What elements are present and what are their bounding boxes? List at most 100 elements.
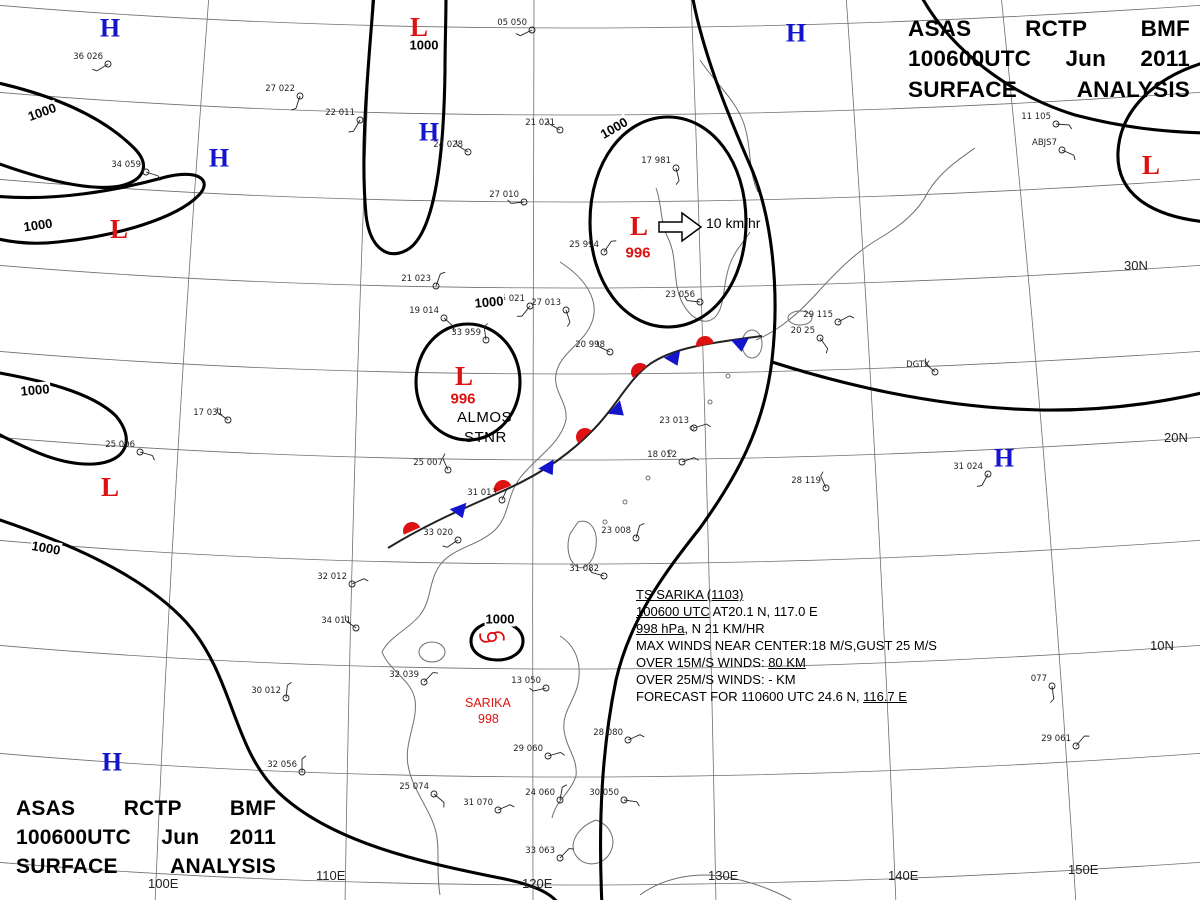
svg-text:29 061: 29 061 [1041, 734, 1071, 744]
svg-text:36 026: 36 026 [73, 52, 103, 62]
svg-text:34 011: 34 011 [321, 616, 351, 626]
station-plot: 32 039 [389, 670, 439, 686]
svg-text:21 021: 21 021 [525, 118, 555, 128]
station-plot: 21 021 [525, 118, 564, 134]
station-plot: 077 [1031, 674, 1056, 703]
svg-text:31 013: 31 013 [467, 488, 497, 498]
isobar-value-label: 1000 [472, 293, 506, 311]
svg-text:31 024: 31 024 [953, 462, 983, 472]
station-plot: 18 012 [647, 450, 699, 466]
station-plot: 30 012 [251, 682, 292, 702]
stationary-front [387, 335, 763, 549]
svg-text:29 115: 29 115 [803, 310, 833, 320]
svg-text:20 998: 20 998 [575, 340, 605, 350]
warm-front-semicircles [403, 336, 714, 535]
isobar-value-label: 1000 [18, 381, 52, 399]
station-plot: 29 061 [1041, 734, 1090, 750]
longitude-label: 150E [1068, 862, 1099, 877]
station-plot: 17 981 [641, 156, 680, 185]
svg-text:20 25: 20 25 [791, 326, 815, 336]
storm-info-line: 100600 UTC AT20.1 N, 117.0 E [636, 604, 818, 619]
svg-text:13 050: 13 050 [511, 676, 541, 686]
svg-text:30 012: 30 012 [251, 686, 281, 696]
isobar-value-label: 1000 [408, 37, 440, 53]
almost-stationary-label-2: STNR [464, 429, 507, 446]
svg-text:ABJS7: ABJS7 [1032, 138, 1057, 148]
station-plot: 27 013 [531, 298, 571, 327]
chart-type: SURFACE ANALYSIS [908, 76, 1190, 102]
station-plot: DGTX [906, 358, 939, 376]
chart-datetime: 100600UTC Jun 2011 [16, 825, 276, 849]
storm-info-line: TS SARIKA (1103) [636, 587, 744, 602]
station-plot: 29 115 [803, 310, 855, 326]
storm-info-line: FORECAST FOR 110600 UTC 24.6 N, 116.7 E [636, 689, 907, 704]
high-pressure-marker: H [785, 18, 807, 48]
svg-text:31 070: 31 070 [463, 798, 493, 808]
station-plot: 23 056 [665, 290, 704, 306]
svg-text:24 028: 24 028 [433, 140, 463, 150]
svg-text:21 023: 21 023 [401, 274, 431, 284]
station-plot: 27 022 [265, 84, 304, 111]
svg-text:17 981: 17 981 [641, 156, 671, 166]
station-plot: 22 011 [325, 108, 364, 133]
low-center-pressure-value: 996 [625, 244, 651, 262]
svg-text:23 056: 23 056 [665, 290, 695, 300]
station-plot: 23 013 [659, 416, 711, 432]
svg-text:32 039: 32 039 [389, 670, 419, 680]
title-top-right: ASAS RCTP BMF 100600UTC Jun 2011 SURFACE… [908, 14, 1190, 105]
svg-text:29 060: 29 060 [513, 744, 543, 754]
low-pressure-marker: L [1141, 149, 1161, 180]
svg-text:33 020: 33 020 [423, 528, 453, 538]
station-plot: 36 026 [73, 52, 112, 72]
high-pressure-marker: H [993, 443, 1015, 473]
movement-speed-label: 10 km/hr [706, 215, 761, 231]
svg-text:28 119: 28 119 [791, 476, 821, 486]
svg-text:23 008: 23 008 [601, 526, 631, 536]
storm-info-line: OVER 15M/S WINDS: 80 KM [636, 655, 806, 670]
svg-text:32 056: 32 056 [267, 760, 297, 770]
latitude-label: 10N [1150, 638, 1174, 653]
cold-front-triangles [449, 337, 749, 519]
station-plot: ABJS7 [1032, 138, 1076, 161]
longitude-label: 110E [316, 868, 346, 883]
station-plot: 32 056 [267, 755, 307, 776]
station-plot: 27 010 [489, 190, 528, 206]
station-plot: 25 074 [399, 782, 445, 808]
svg-text:34 059: 34 059 [111, 160, 141, 170]
high-pressure-marker: H [101, 747, 123, 777]
svg-text:11 105: 11 105 [1021, 112, 1051, 122]
station-plot: 31 013 [467, 486, 513, 504]
svg-text:18 012: 18 012 [647, 450, 677, 460]
svg-text:25 007: 25 007 [413, 458, 443, 468]
station-plot: 34 059 [111, 160, 161, 181]
storm-info-box: TS SARIKA (1103) 100600 UTC AT20.1 N, 117… [636, 586, 937, 705]
station-plot: 32 012 [317, 572, 369, 588]
station-plot: 25 021 [495, 294, 534, 317]
svg-text:077: 077 [1031, 674, 1047, 684]
longitude-label: 140E [888, 868, 919, 883]
chart-id: ASAS RCTP BMF [16, 797, 276, 820]
svg-text:33 959: 33 959 [451, 328, 481, 338]
station-plot: 25 994 [569, 240, 617, 256]
high-pressure-marker: H [208, 143, 230, 173]
station-plot: 31 070 [463, 798, 515, 814]
high-pressure-marker: H [418, 117, 440, 147]
station-plot: 20 25 [791, 326, 829, 354]
station-plot: 33 063 [525, 846, 575, 862]
latitude-label: 30N [1124, 258, 1148, 273]
svg-text:DGTX: DGTX [906, 360, 930, 370]
station-plot: 31 082 [569, 564, 608, 580]
svg-text:30 050: 30 050 [589, 788, 619, 798]
high-pressure-marker: H [99, 13, 121, 43]
station-plot: 25 006 [105, 440, 155, 461]
longitude-label: 130E [708, 868, 739, 883]
almost-stationary-label: ALMOS [457, 409, 513, 426]
title-bottom-left: ASAS RCTP BMF 100600UTC Jun 2011 SURFACE… [16, 795, 276, 882]
low-pressure-marker: L [100, 471, 120, 502]
svg-text:05 050: 05 050 [497, 18, 527, 28]
chart-id: ASAS RCTP BMF [908, 16, 1190, 41]
storm-info-line: MAX WINDS NEAR CENTER:18 M/S,GUST 25 M/S [636, 638, 937, 653]
